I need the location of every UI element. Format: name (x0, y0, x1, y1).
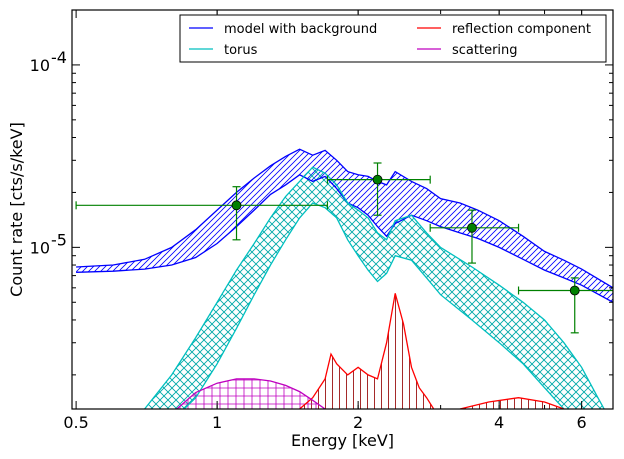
legend-label: model with background (224, 22, 377, 37)
torus-band (144, 167, 605, 409)
model-with-background-lower-line (76, 174, 613, 303)
scattering-band (176, 378, 326, 409)
data-marker (372, 174, 383, 185)
plot-points (75, 162, 613, 334)
legend-entry: reflection component (417, 22, 591, 37)
torus-upper-line (144, 166, 605, 409)
legend-label: torus (224, 43, 258, 58)
plot-lines (76, 148, 613, 409)
legend-entry: scattering (417, 43, 518, 58)
data-point-4 (517, 277, 613, 334)
x-tick-label: 1 (212, 413, 222, 432)
x-tick-label: 2 (353, 413, 363, 432)
y-tick-label: 10 (30, 56, 50, 75)
x-tick-label: 4 (494, 413, 504, 432)
legend-box (179, 14, 607, 63)
data-point-3 (429, 209, 520, 264)
legend-label: reflection component (452, 22, 591, 37)
x-tick-label: 6 (577, 413, 587, 432)
scattering-upper-line (176, 378, 326, 409)
y-tick-exponent: -4 (51, 48, 67, 67)
reflection-component-band (299, 293, 434, 409)
data-point-1 (75, 186, 329, 241)
data-marker (569, 285, 580, 296)
axis-ticks: 0.5 1 2 4 610-510-4 (30, 9, 613, 432)
plot-fills (76, 149, 613, 409)
reflection-component-upper-line-2 (459, 397, 565, 409)
legend-entry: model with background (189, 22, 377, 37)
data-point-2 (326, 162, 431, 216)
reflection-component-band-2 (460, 397, 564, 409)
data-marker (467, 222, 477, 233)
reflection-component-upper-line (299, 293, 435, 409)
y-tick-label: 10 (30, 238, 50, 257)
data-marker (231, 200, 242, 211)
torus-lower-line (183, 202, 565, 409)
x-axis-label: Energy [keV] (291, 431, 394, 450)
legend-label: scattering (452, 43, 518, 58)
x-tick-label: 0.5 (63, 413, 88, 432)
y-axis-label: Count rate [cts/s/keV] (7, 122, 26, 297)
legend-entry: torus (189, 43, 258, 58)
y-tick-exponent: -5 (51, 230, 67, 249)
plot-frame (71, 9, 614, 410)
legend: model with background torus reflection com… (179, 14, 607, 63)
model-with-background-upper-line (76, 148, 613, 289)
